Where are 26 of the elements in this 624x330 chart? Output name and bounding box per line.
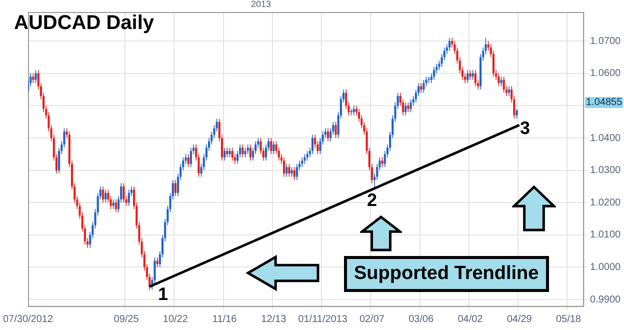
x-tick-label: 10/22 bbox=[162, 314, 188, 325]
x-tick-label: 04/02 bbox=[458, 314, 484, 325]
text: 1.04855 bbox=[585, 97, 624, 108]
annotation: Supported Trendline bbox=[344, 256, 549, 292]
x-tick-label: 11/16 bbox=[212, 314, 238, 325]
annotation: 2 bbox=[367, 190, 378, 211]
x-tick-label: 01/11/2013 bbox=[298, 314, 348, 325]
x-tick-label: 03/06 bbox=[408, 314, 434, 325]
text: 2013 bbox=[251, 0, 272, 9]
annotation: 1 bbox=[158, 284, 168, 305]
y-tick-label: 0.9900 bbox=[590, 294, 622, 306]
y-tick-label: 1.0000 bbox=[590, 262, 622, 273]
y-tick-label: 1.0200 bbox=[590, 197, 622, 208]
x-tick-label: 04/29 bbox=[506, 314, 532, 325]
x-tick-label: 09/25 bbox=[114, 314, 140, 325]
y-tick-label: 1.0700 bbox=[590, 36, 622, 47]
y-tick-label: 1.0100 bbox=[590, 230, 622, 241]
y-tick-label: 1.0300 bbox=[590, 165, 622, 176]
x-tick-label: 12/13 bbox=[261, 314, 287, 325]
x-tick-label: 07/30/2012 bbox=[2, 314, 54, 325]
chart-title: AUDCAD Daily bbox=[14, 12, 154, 35]
y-tick-label: 1.0400 bbox=[590, 132, 622, 144]
annotation: 3 bbox=[520, 118, 530, 139]
x-tick-label: 02/07 bbox=[359, 314, 385, 325]
y-tick-label: 1.0600 bbox=[590, 68, 622, 80]
x-tick-label: 05/18 bbox=[556, 314, 582, 325]
